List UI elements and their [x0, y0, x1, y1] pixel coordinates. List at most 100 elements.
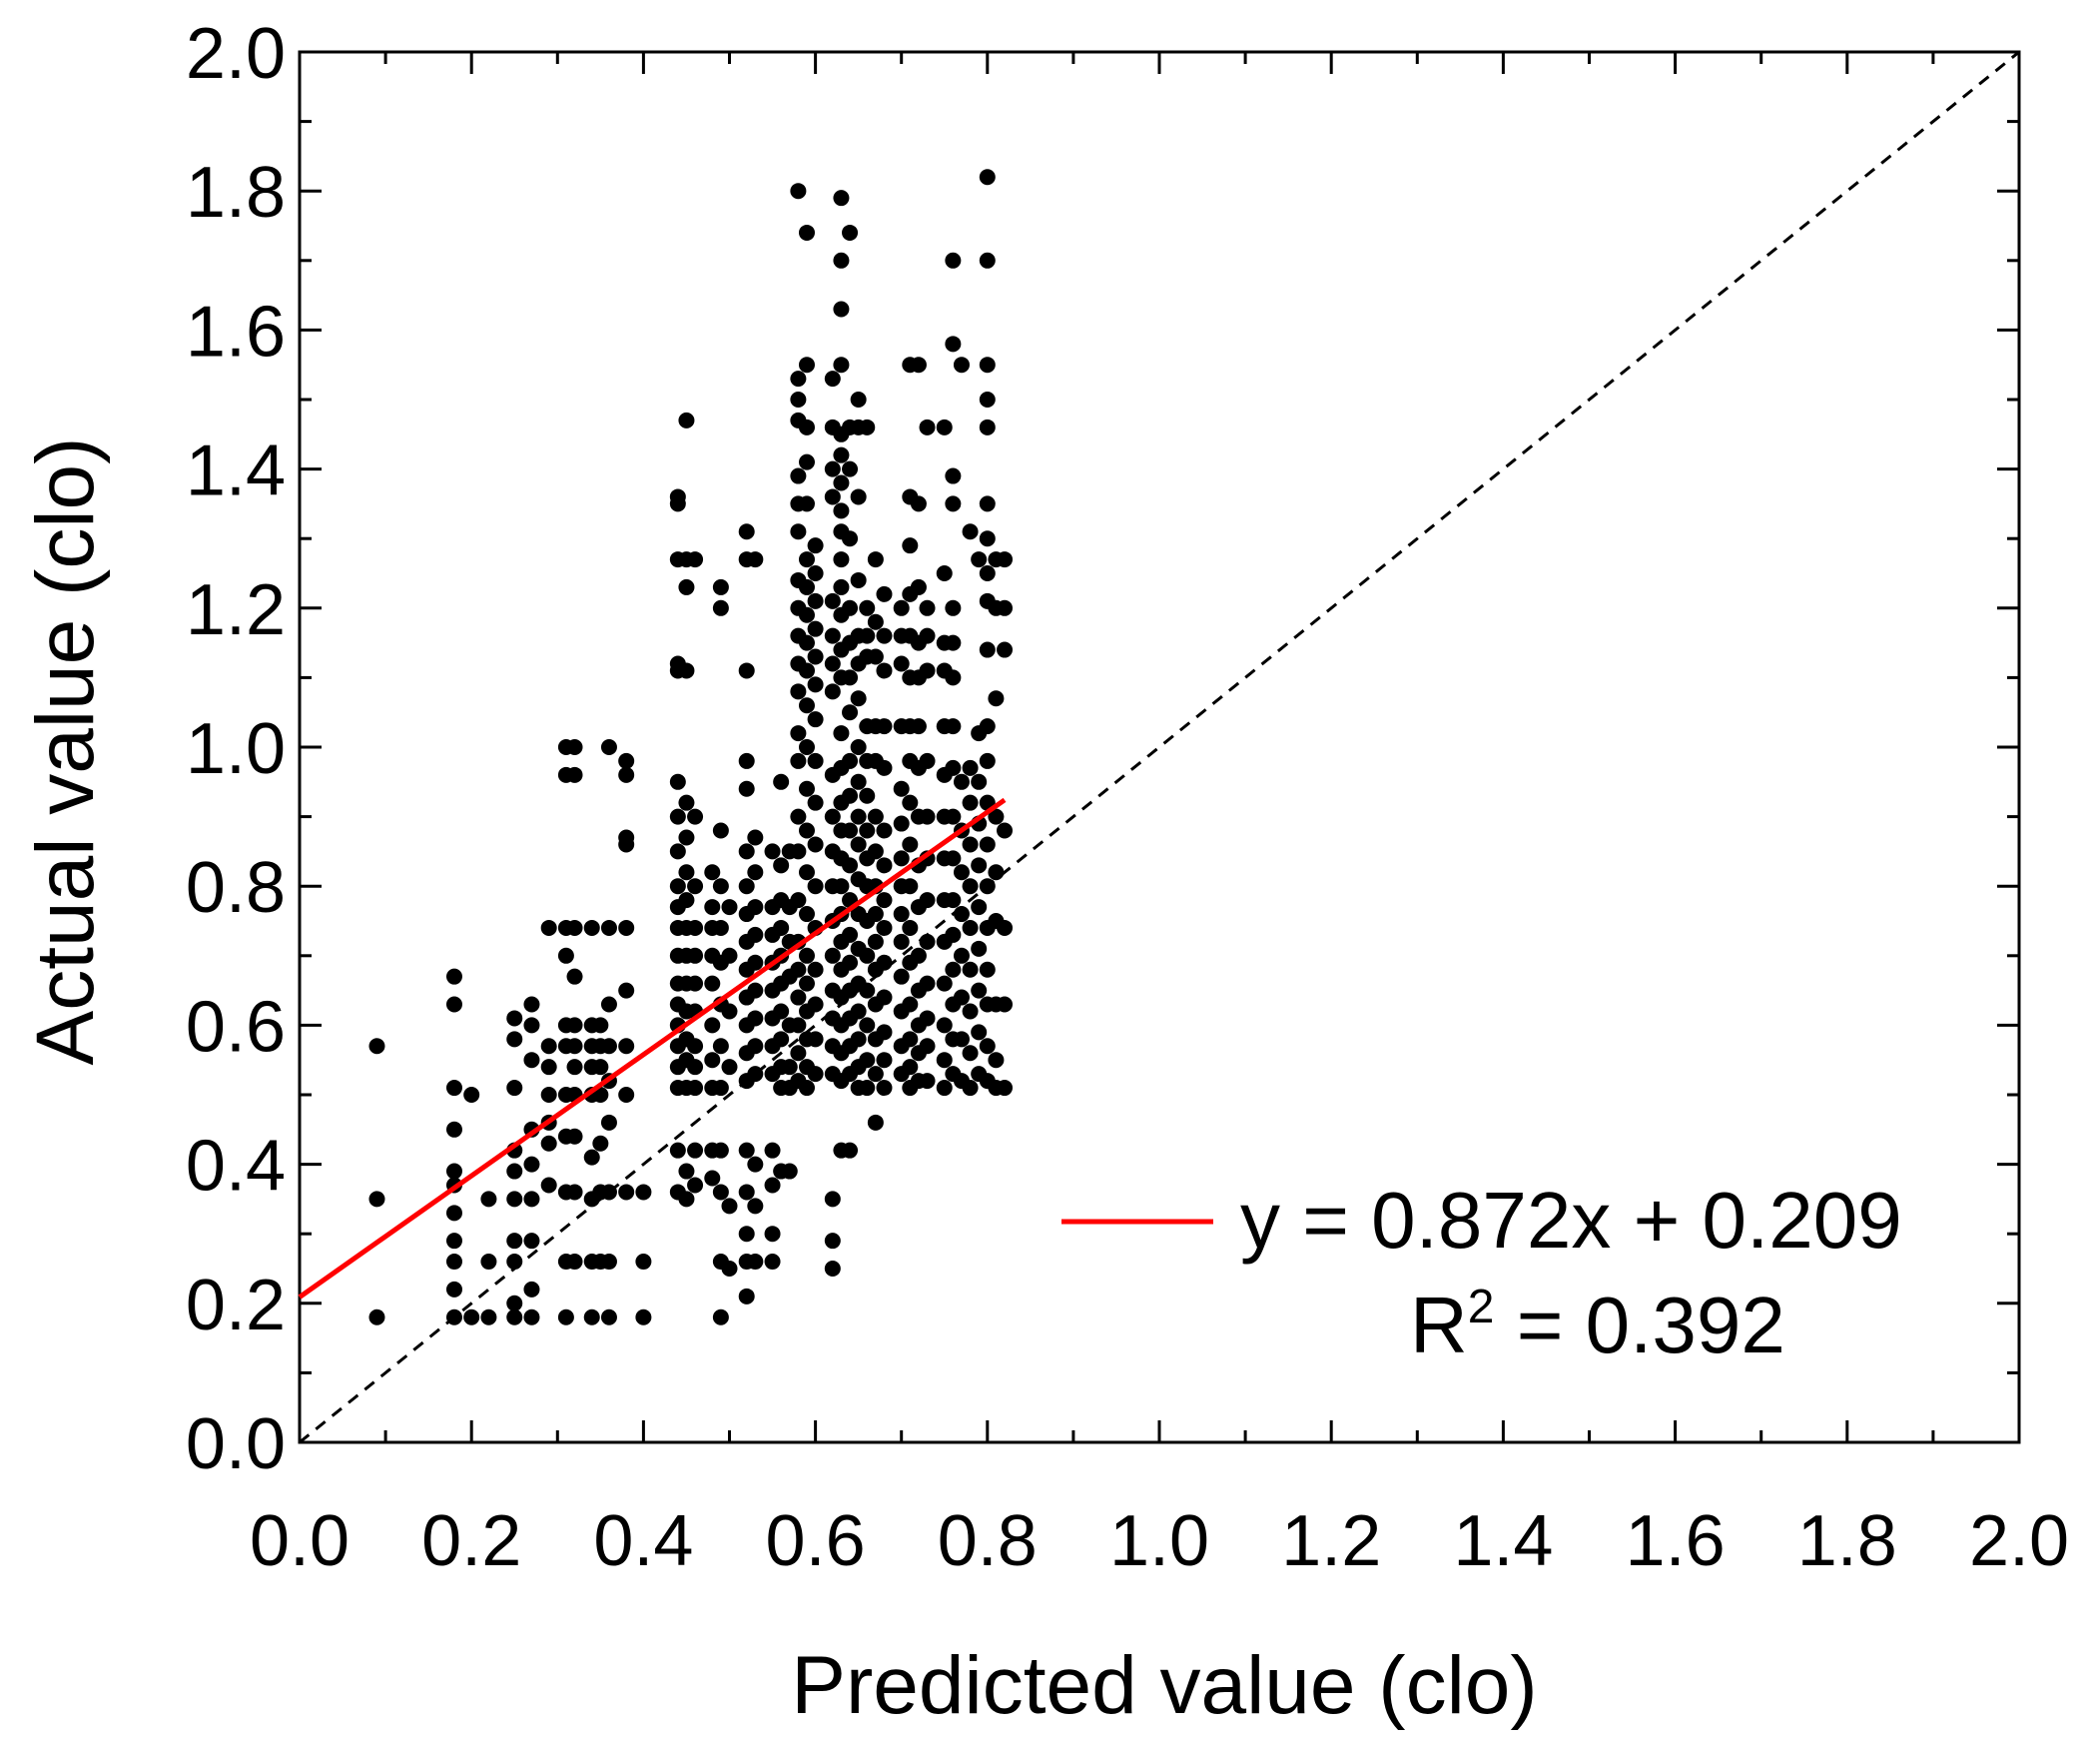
- data-point: [807, 676, 824, 693]
- data-point: [669, 495, 686, 512]
- data-point: [971, 1024, 988, 1041]
- data-point: [988, 808, 1005, 825]
- data-point: [687, 878, 704, 895]
- data-point: [824, 1261, 841, 1277]
- data-point: [557, 1309, 574, 1325]
- data-point: [368, 1191, 385, 1208]
- data-point: [523, 996, 540, 1013]
- data-point: [592, 1087, 609, 1103]
- data-point: [953, 906, 970, 923]
- data-point: [945, 467, 962, 484]
- data-point: [919, 808, 936, 825]
- data-point: [618, 836, 635, 853]
- data-point: [445, 996, 462, 1013]
- data-point: [824, 947, 841, 964]
- data-point: [910, 357, 927, 374]
- y-tick-label: 1.4: [186, 432, 286, 511]
- data-point: [506, 1163, 523, 1180]
- data-point: [876, 1052, 893, 1069]
- data-point: [919, 599, 936, 616]
- data-point: [833, 357, 850, 374]
- data-point: [962, 1045, 979, 1062]
- data-point: [962, 759, 979, 776]
- y-tick-label: 1.0: [186, 709, 286, 789]
- data-point: [867, 1066, 884, 1083]
- data-point: [790, 725, 807, 742]
- data-point: [712, 919, 729, 936]
- data-point: [790, 961, 807, 978]
- data-point: [712, 1080, 729, 1097]
- data-point: [997, 919, 1014, 936]
- data-point: [738, 843, 755, 860]
- data-point: [833, 878, 850, 895]
- data-point: [687, 808, 704, 825]
- data-point: [902, 1059, 919, 1076]
- data-point: [480, 1309, 497, 1325]
- data-point: [798, 224, 815, 241]
- r-squared-prefix: R: [1410, 1281, 1468, 1369]
- data-point: [807, 878, 824, 895]
- data-point: [953, 947, 970, 964]
- data-point: [945, 252, 962, 269]
- tick-labels: 0.0 0.2 0.4 0.6 0.8 1.0 1.2 1.4 1.6 1.8 2.0 0.0 0.2 0…: [186, 14, 2069, 1581]
- data-point: [859, 627, 876, 644]
- data-point: [687, 919, 704, 936]
- data-point: [721, 1261, 738, 1277]
- data-point: [445, 1205, 462, 1222]
- fit-line-group: [298, 797, 1007, 1300]
- data-point: [557, 947, 574, 964]
- data-point: [747, 864, 764, 881]
- data-point: [704, 899, 721, 916]
- data-point: [480, 1191, 497, 1208]
- data-point: [687, 947, 704, 964]
- data-point: [738, 878, 755, 895]
- data-point: [712, 1038, 729, 1055]
- data-point: [867, 933, 884, 950]
- data-point: [919, 1038, 936, 1055]
- data-point: [747, 1010, 764, 1027]
- data-point: [704, 975, 721, 992]
- data-point: [506, 1295, 523, 1311]
- x-tick-label: 0.4: [593, 1501, 693, 1581]
- data-point: [876, 1080, 893, 1097]
- data-point: [600, 996, 617, 1013]
- data-point: [773, 773, 790, 790]
- data-point: [618, 919, 635, 936]
- data-point: [945, 850, 962, 867]
- data-point: [798, 634, 815, 651]
- data-point: [971, 857, 988, 874]
- data-point: [523, 1052, 540, 1069]
- data-point: [790, 523, 807, 540]
- x-tick-label: 2.0: [1969, 1501, 2069, 1581]
- data-point: [807, 1031, 824, 1048]
- data-point: [445, 1254, 462, 1271]
- data-point: [798, 453, 815, 470]
- axes: [298, 50, 2021, 1444]
- data-point: [919, 1010, 936, 1027]
- data-point: [463, 1087, 480, 1103]
- data-point: [824, 808, 841, 825]
- data-point: [790, 892, 807, 909]
- data-point: [962, 836, 979, 853]
- data-point: [798, 495, 815, 512]
- data-point: [850, 392, 867, 408]
- data-point: [902, 919, 919, 936]
- data-point: [781, 1163, 798, 1180]
- data-point: [798, 975, 815, 992]
- data-point: [600, 1184, 617, 1201]
- data-point: [678, 829, 695, 846]
- data-point: [842, 926, 859, 943]
- data-point: [962, 1003, 979, 1020]
- data-point: [798, 864, 815, 881]
- data-point: [798, 697, 815, 714]
- data-point: [842, 787, 859, 804]
- data-point: [910, 947, 927, 964]
- data-point: [618, 1087, 635, 1103]
- data-point: [790, 467, 807, 484]
- data-point: [867, 613, 884, 630]
- data-point: [893, 655, 910, 672]
- data-point: [618, 766, 635, 783]
- data-point: [902, 878, 919, 895]
- data-point: [859, 947, 876, 964]
- data-point: [833, 301, 850, 318]
